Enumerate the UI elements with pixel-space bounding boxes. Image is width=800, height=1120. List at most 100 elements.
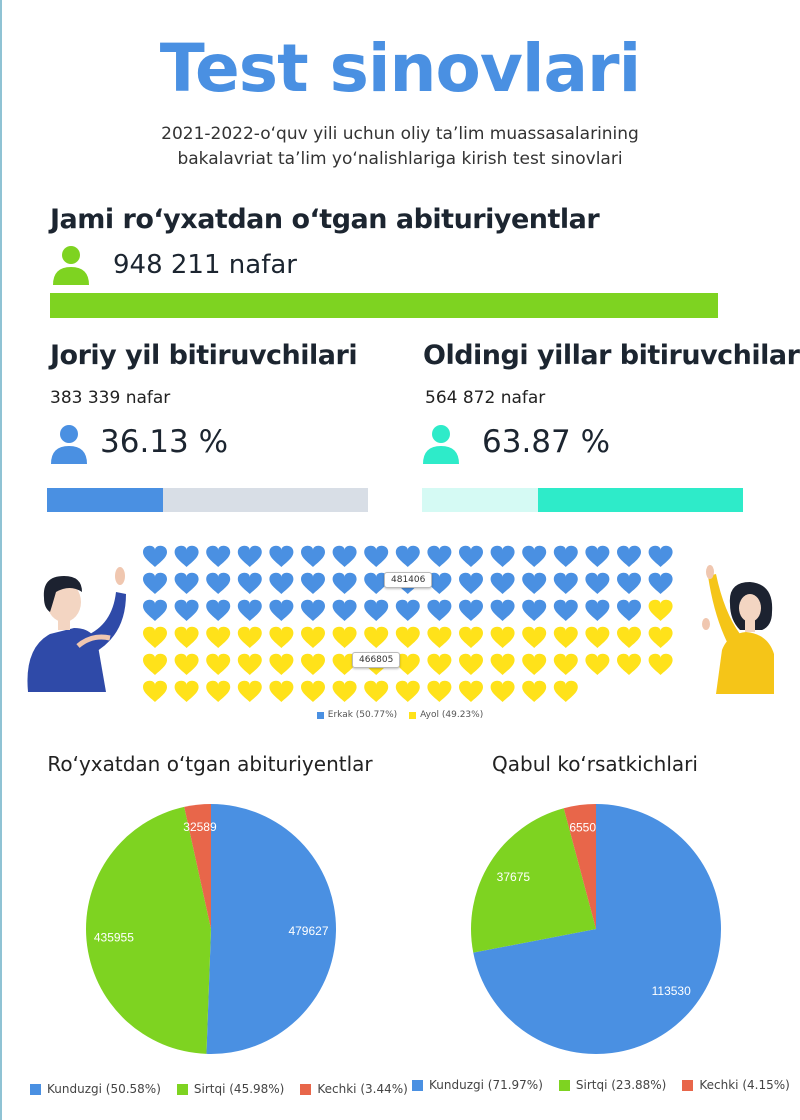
heart-icon-female — [585, 626, 610, 648]
heart-icon-male — [143, 599, 167, 621]
legend-item-sirtqi[interactable]: Sirtqi (23.88%) — [558, 1078, 667, 1092]
legend-swatch — [300, 1083, 312, 1095]
pie-2-legend: Kunduzgi (71.97%) Sirtqi (23.88%) Kechki… — [412, 1078, 800, 1092]
heart-icon-male — [332, 545, 357, 567]
heart-icon-female — [490, 680, 515, 702]
heart-icon-male — [522, 599, 547, 621]
current-year-heading: Joriy yil bitiruvchilari — [50, 340, 358, 371]
heart-icon-male — [174, 545, 199, 567]
heart-icon-female — [585, 653, 610, 675]
heart-icon-male — [206, 545, 231, 567]
heart-icon-male — [617, 545, 641, 567]
heart-icon-female — [237, 680, 262, 702]
pie-slice[interactable] — [473, 804, 721, 1054]
heart-icon-female — [648, 653, 673, 675]
legend-label: Sirtqi (23.88%) — [575, 1078, 667, 1092]
pie-data-label: 113530 — [652, 984, 691, 998]
heart-icon-female — [332, 680, 357, 702]
heart-icon-female — [301, 626, 325, 648]
total-count: 948 211 nafar — [113, 250, 297, 280]
heart-icon-female — [269, 653, 294, 675]
subtitle-line-2: bakalavriat ta’lim yo‘nalishlariga kiris… — [177, 149, 623, 169]
legend-swatch — [409, 711, 417, 719]
man-waving-illustration — [27, 567, 126, 692]
heart-icon-male — [617, 572, 641, 594]
pie-data-label: 479627 — [288, 924, 328, 938]
heart-icon-male — [301, 572, 325, 594]
heart-icon-female — [522, 626, 547, 648]
heart-icon-female — [174, 626, 199, 648]
pie-slice[interactable] — [184, 804, 211, 929]
heart-icon-male — [427, 572, 452, 594]
heart-icon-female — [459, 626, 483, 648]
heart-icon-male — [490, 572, 515, 594]
heart-icon-female — [427, 680, 452, 702]
legend-item-male[interactable]: Erkak (50.77%) — [316, 710, 398, 720]
heart-icon-female — [143, 653, 167, 675]
male-count-tooltip: 481406 — [384, 572, 433, 588]
heart-icon-female — [237, 626, 262, 648]
heart-icon-female — [206, 626, 231, 648]
female-count-tooltip: 466805 — [352, 652, 401, 668]
heart-icon-male — [206, 599, 231, 621]
heart-icon-female — [617, 653, 641, 675]
heart-icon-female — [174, 653, 199, 675]
heart-icon-male — [522, 572, 547, 594]
heart-icon-male — [364, 599, 389, 621]
total-heading: Jami ro‘yxatdan o‘tgan abituriyentlar — [50, 204, 600, 235]
heart-icon-female — [395, 626, 420, 648]
previous-years-progress-track — [422, 488, 743, 512]
previous-years-percent: 63.87 % — [482, 424, 611, 460]
pie-slice[interactable] — [86, 806, 211, 1054]
total-bar — [50, 293, 718, 318]
legend-item-kunduzgi[interactable]: Kunduzgi (50.58%) — [30, 1082, 161, 1096]
heart-icon-male — [174, 599, 199, 621]
heart-icon-male — [237, 545, 262, 567]
heart-icon-female — [206, 680, 231, 702]
heart-icon-female — [269, 626, 294, 648]
heart-icon-female — [206, 653, 231, 675]
heart-icon-male — [174, 572, 199, 594]
heart-icon-female — [490, 653, 515, 675]
heart-icon-female — [301, 680, 325, 702]
legend-label: Kunduzgi (71.97%) — [429, 1078, 543, 1092]
legend-swatch — [30, 1083, 41, 1095]
heart-icon-male — [301, 599, 325, 621]
page-subtitle: 2021-2022-o‘quv yili uchun oliy ta’lim m… — [0, 122, 800, 172]
pie-2-title: Qabul ko‘rsatkichlari — [492, 752, 698, 776]
gender-heart-pictogram — [143, 545, 673, 702]
page-title: Test sinovlari — [159, 30, 641, 107]
heart-icon-male — [522, 545, 547, 567]
heart-icon-male — [459, 545, 483, 567]
previous-years-count: 564 872 nafar — [425, 388, 546, 408]
heart-icon-male — [617, 599, 641, 621]
pie-slice[interactable] — [471, 808, 596, 953]
heart-icon-male — [269, 545, 294, 567]
person-icon — [53, 246, 89, 285]
pie-slice[interactable] — [563, 804, 596, 929]
heart-icon-female — [143, 626, 167, 648]
pie-slice[interactable] — [206, 804, 337, 1054]
heart-icon-male — [490, 599, 515, 621]
gender-legend: Erkak (50.77%) Ayol (49.23%) — [0, 710, 800, 720]
pie-data-label: 32589 — [183, 820, 217, 834]
legend-item-kechki[interactable]: Kechki (4.15%) — [682, 1078, 790, 1092]
heart-icon-male — [364, 572, 389, 594]
current-year-progress-track — [47, 488, 368, 512]
heart-icon-male — [427, 599, 452, 621]
heart-icon-male — [459, 572, 483, 594]
current-year-percent: 36.13 % — [100, 424, 229, 460]
heart-icon-female — [522, 653, 547, 675]
pie-data-label: 435955 — [94, 931, 134, 945]
legend-item-kechki[interactable]: Kechki (3.44%) — [300, 1082, 408, 1096]
heart-icon-female — [617, 626, 641, 648]
legend-item-kunduzgi[interactable]: Kunduzgi (71.97%) — [412, 1078, 543, 1092]
legend-item-female[interactable]: Ayol (49.23%) — [409, 710, 483, 720]
person-icon — [51, 425, 87, 464]
legend-label: Erkak (50.77%) — [327, 710, 398, 720]
heart-icon-female — [459, 653, 483, 675]
legend-item-sirtqi[interactable]: Sirtqi (45.98%) — [176, 1082, 284, 1096]
heart-icon-male — [395, 599, 420, 621]
heart-icon-female — [237, 653, 262, 675]
heart-icon-female — [648, 626, 673, 648]
